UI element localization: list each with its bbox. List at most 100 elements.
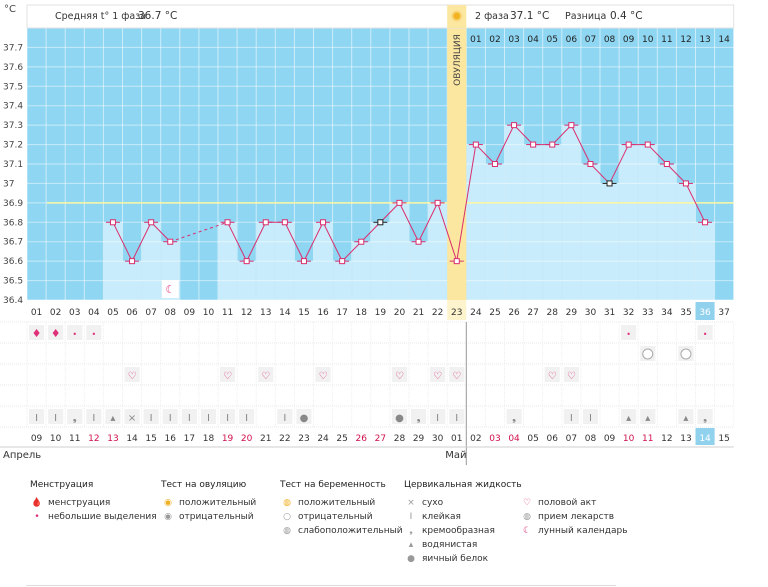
temp-point: [702, 219, 709, 226]
cycle-day-label: 18: [356, 308, 368, 318]
calendar-date-label: 21: [260, 434, 271, 444]
symptom-cell: [697, 409, 713, 424]
temp-point: [625, 141, 632, 148]
temp-point: [415, 238, 422, 245]
cycle-day-label: 03: [69, 308, 80, 318]
cycle-day-label: 30: [585, 308, 597, 318]
legend-ovulation-test-title: Тест на овуляцию: [161, 480, 247, 490]
symptom-cell: [143, 409, 159, 424]
symptom-cell: [181, 409, 197, 424]
cycle-day-label: 11: [222, 308, 233, 318]
symptom-cell: [67, 409, 83, 424]
temp-bar: [581, 164, 600, 300]
y-tick-label: 37: [3, 179, 14, 189]
cycle-day-label: 07: [145, 308, 156, 318]
calendar-date-label: 16: [165, 434, 177, 444]
watery-icon: ▴: [408, 540, 414, 550]
cycle-day-label: 15: [298, 308, 309, 318]
cycle-day-label: 02: [50, 308, 61, 318]
temp-bar: [505, 125, 524, 301]
temperature-chart: ОВУЛЯЦИЯ ☾ °C 36.4 36.5 36.6 36.7 36.8 36.9 37 3…: [0, 4, 735, 465]
cycle-day-label: 17: [336, 308, 347, 318]
calendar-date-label: 19: [222, 434, 234, 444]
temp-point: [243, 258, 250, 265]
creamy-icon: ❟: [417, 413, 421, 424]
temperature-line: [112, 124, 706, 263]
cycle-day-row: 01 02 03 04 05 06 07 08 09 10 11 12 13 14 15 16 17 18 19 20…: [31, 302, 730, 320]
phase2-label: 2 фаза: [475, 11, 509, 22]
calendar-date-label: 15: [718, 434, 729, 444]
symptom-cell: [582, 409, 598, 424]
temp-point: [262, 219, 269, 226]
temp-point: [549, 141, 556, 148]
symptom-cell: [621, 325, 637, 340]
calendar-date-label: 12: [88, 434, 99, 444]
y-tick-label: 36.7: [3, 238, 23, 248]
current-date-highlight: [695, 428, 715, 445]
legend-pregnancy-test: Тест на беременность ◍ положительный ○ отр…: [280, 480, 403, 538]
cycle-day-label: 12: [241, 308, 252, 318]
calendar-date-label: 30: [432, 434, 444, 444]
calendar-date-label: 18: [203, 434, 215, 444]
calendar-date-label: 24: [317, 434, 329, 444]
legend-item: клейкая: [422, 512, 461, 522]
temp-point: [377, 219, 384, 226]
legend-item: водянистая: [422, 540, 478, 550]
temp-point: [663, 161, 670, 167]
temp-point: [358, 238, 365, 245]
small-drop-icon: •: [34, 512, 40, 522]
temp-point: [530, 141, 537, 148]
temp-line-interpolated: [170, 221, 228, 243]
ovulation-column: [447, 5, 467, 300]
temp-point: [109, 219, 116, 226]
calendar-date-label: 05: [527, 434, 538, 444]
diff-value: 0.4 °C: [610, 10, 643, 22]
legend-item: отрицательный: [179, 512, 254, 522]
legend-item: слабоположительный: [298, 526, 403, 536]
symptom-cell: [48, 409, 64, 424]
legend-ovulation-test: Тест на овуляцию ◉ положительный ◉ отрицат…: [161, 480, 256, 524]
ovulation-day-cell: [447, 300, 467, 320]
symptom-cell: [315, 367, 331, 382]
temp-point: [606, 180, 613, 187]
temp-point: [320, 219, 327, 226]
sticky-icon: I: [54, 413, 57, 424]
calendar-date-label: 01: [451, 434, 462, 444]
cycle-day-label: 21: [413, 308, 424, 318]
pill-icon: ◍: [523, 512, 531, 522]
legend-item: менструация: [48, 498, 111, 508]
small-drop-icon: •: [91, 330, 96, 339]
heart-icon: ♡: [319, 371, 328, 382]
diff-label: Разница: [565, 11, 606, 22]
symptom-cell: [411, 409, 427, 424]
cycle-day-label: 25: [489, 308, 500, 318]
symptom-cell: [258, 367, 274, 382]
phase1-value: 36.7 °C: [138, 10, 177, 22]
legend-other: . ♡половой акт ◍прием лекарств ☾лунный к…: [520, 480, 628, 538]
temp-point: [644, 141, 651, 148]
sticky-icon: I: [226, 413, 229, 424]
header-bar: [26, 4, 735, 29]
calendar-date-label: 26: [356, 434, 368, 444]
calendar-date-label: 13: [107, 434, 118, 444]
phase2-day-label: 06: [566, 35, 578, 45]
sun-icon: [451, 10, 463, 22]
heart-icon: ♡: [395, 371, 404, 382]
calendar-date-label: 04: [508, 434, 520, 444]
sticky-icon: I: [570, 413, 573, 424]
test-weak-icon: ◍: [283, 526, 291, 536]
cycle-day-label: 01: [31, 308, 42, 318]
temp-point: [300, 258, 307, 265]
legend: Менструация 🩸 менструация • небольшие выде…: [30, 480, 628, 580]
calendar-date-label: 28: [394, 434, 406, 444]
calendar-date-label: 22: [279, 434, 290, 444]
cycle-day-label: 26: [508, 308, 520, 318]
moon-icon: ☾: [165, 283, 175, 296]
watery-icon: ▴: [645, 413, 650, 424]
symptom-cell: [124, 367, 140, 382]
phase2-day-label: 04: [527, 35, 539, 45]
sticky-icon: I: [409, 512, 413, 522]
temp-point: [491, 161, 498, 167]
calendar-date-label: 14: [699, 434, 711, 444]
cycle-day-label: 05: [107, 308, 118, 318]
